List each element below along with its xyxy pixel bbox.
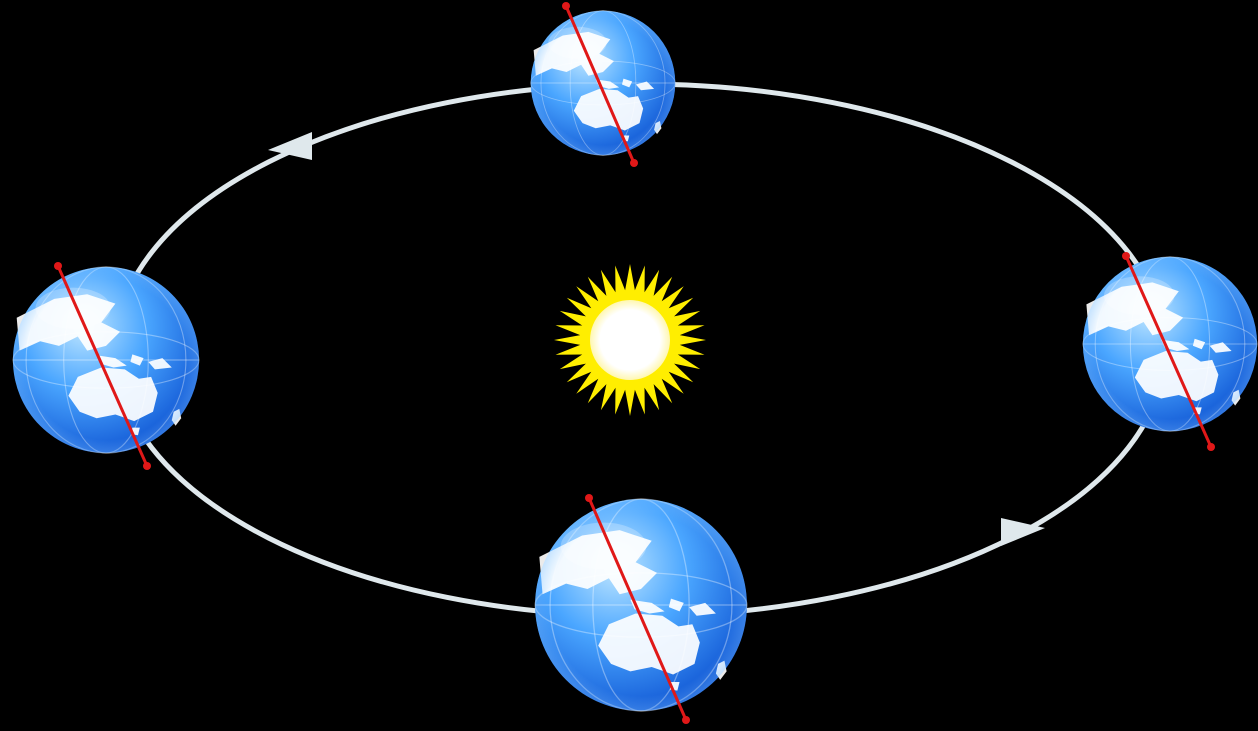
earth-globe-icon — [12, 262, 200, 470]
earth-globe-icon — [1082, 252, 1258, 451]
earth-axis — [1124, 255, 1213, 448]
earth-globe-icon — [534, 494, 748, 724]
arrowhead-icon — [268, 132, 312, 160]
earth-globe-icon — [530, 2, 676, 167]
earth-axis — [564, 5, 636, 164]
arrowhead-icon — [1001, 518, 1045, 546]
earth-axis — [56, 265, 149, 467]
earth-axis — [587, 497, 688, 721]
sun-icon — [554, 264, 706, 416]
